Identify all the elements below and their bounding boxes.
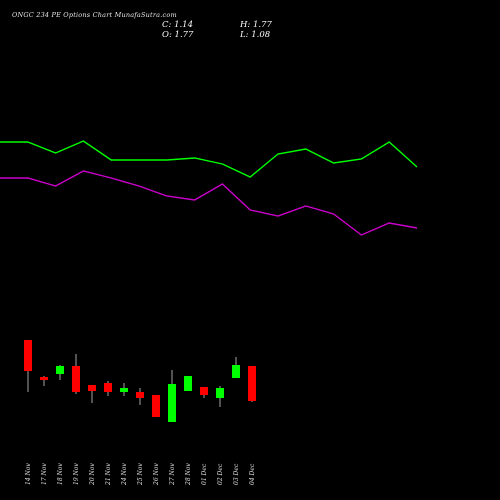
upper-line-series [0, 140, 418, 178]
x-tick-label: 01 Dec [201, 463, 208, 485]
candle-body [24, 340, 32, 371]
candle-body [88, 385, 96, 391]
x-tick-label: 26 Nov [153, 463, 160, 486]
candle-body [200, 387, 208, 395]
x-tick-label: 20 Nov [89, 463, 96, 486]
x-tick-label: 02 Dec [217, 463, 224, 485]
x-tick-label: 28 Nov [185, 463, 192, 486]
candle-body [56, 366, 64, 374]
lower-line-series [0, 170, 418, 236]
x-tick-label: 14 Nov [25, 463, 32, 485]
x-tick-label: 04 Dec [249, 463, 256, 485]
candle-body [136, 392, 144, 398]
candle-body [72, 366, 80, 392]
candle-body [184, 376, 192, 391]
x-tick-label: 25 Nov [137, 463, 144, 486]
low-value: L: 1.08 [240, 30, 271, 40]
x-tick-label: 21 Nov [105, 463, 112, 486]
x-tick-label: 18 Nov [57, 463, 64, 485]
x-tick-label: 19 Nov [73, 463, 80, 485]
open-value: O: 1.77 [162, 30, 194, 40]
x-tick-label: 27 Nov [169, 463, 176, 486]
candle-body [248, 366, 256, 401]
candle-body [40, 377, 48, 380]
candle-body [216, 388, 224, 398]
x-tick-label: 24 Nov [121, 463, 128, 486]
high-value: H: 1.77 [240, 20, 272, 30]
close-value: C: 1.14 [162, 20, 193, 30]
candle-body [120, 388, 128, 392]
chart-title: ONGC 234 PE Options Chart MunafaSutra.co… [12, 11, 177, 19]
candle-body [168, 384, 176, 422]
candle-body [152, 395, 160, 417]
candle-body [232, 365, 240, 378]
x-tick-label: 03 Dec [233, 463, 240, 485]
x-tick-label: 17 Nov [41, 463, 48, 485]
candle-body [104, 383, 112, 392]
